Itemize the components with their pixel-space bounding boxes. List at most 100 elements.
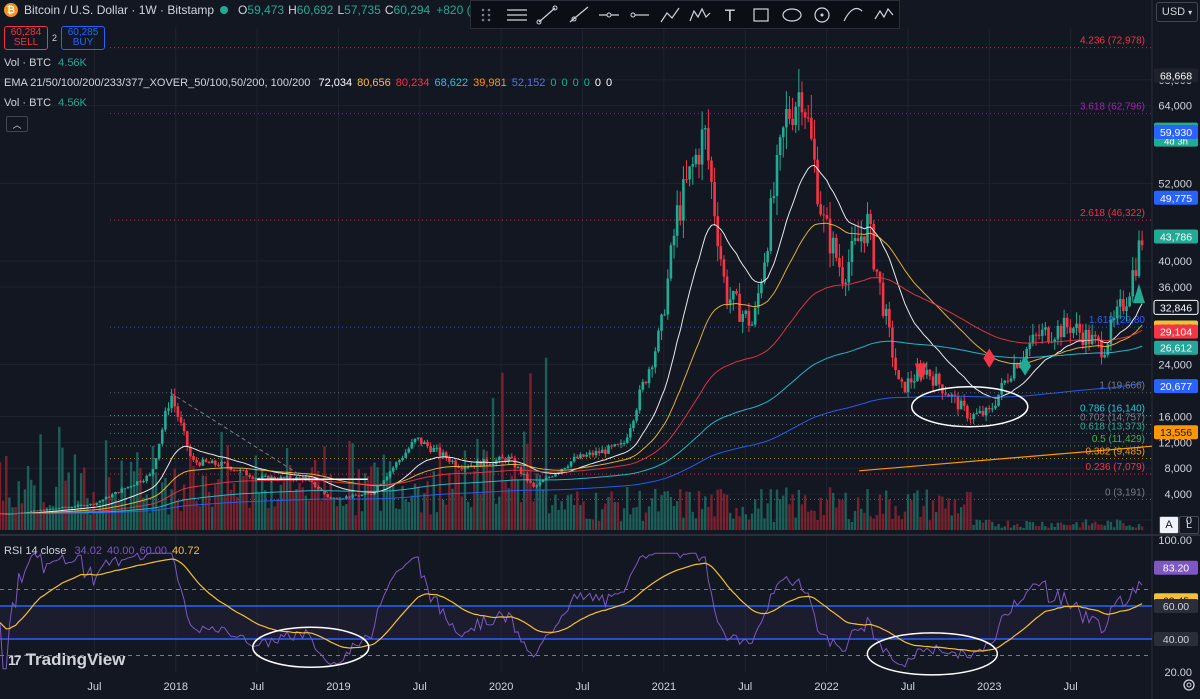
volume-bar (501, 372, 504, 530)
volume-bar (279, 484, 283, 530)
bear-cross-marker (914, 363, 927, 383)
symbol-header: ₿ Bitcoin / U.S. Dollar · 1W · Bitstamp … (4, 3, 484, 17)
circle-icon[interactable] (811, 5, 833, 25)
candle-body (1069, 327, 1072, 334)
ellipse-icon[interactable] (781, 5, 803, 25)
candle-body (488, 463, 492, 465)
indicator-value: 0 (561, 77, 568, 89)
horizontal-line-icon[interactable] (628, 5, 650, 25)
candle-body (654, 351, 657, 368)
volume-bar (367, 476, 370, 530)
candle-body (1025, 348, 1028, 360)
volume-bar (420, 512, 423, 530)
volume-value: 4.56K (58, 57, 87, 69)
candle-body (669, 245, 673, 279)
ema-legend[interactable]: EMA 21/50/100/200/233/377_XOVER_50/100,5… (4, 77, 612, 89)
curve-icon[interactable] (842, 5, 864, 25)
volume-bar (975, 519, 978, 530)
horizontal-ray-icon[interactable] (598, 5, 620, 25)
buy-button[interactable]: 60,285 BUY (61, 26, 106, 50)
candle-body (697, 154, 701, 165)
volume-bar (863, 512, 866, 530)
trend-line-icon[interactable] (536, 5, 558, 25)
volume-bar (1069, 525, 1072, 530)
collapse-legend-button[interactable]: ︿ (6, 116, 28, 132)
volume-bar (476, 438, 479, 530)
volume-bar (267, 508, 270, 530)
candle-body (769, 198, 773, 252)
candle-body (956, 396, 960, 410)
pattern-icon[interactable] (689, 5, 711, 25)
volume-bar (994, 526, 997, 530)
settings-gear-icon[interactable] (1182, 678, 1196, 692)
volume-bar (485, 451, 488, 530)
volume-bar (64, 480, 67, 530)
candle-body (1056, 325, 1060, 340)
x-tick-label: Jul (250, 681, 264, 693)
volume-bar (1066, 524, 1069, 530)
candle-body (145, 475, 148, 482)
candle-body (441, 452, 445, 456)
volume-bar (310, 467, 314, 530)
volume-bar (831, 492, 835, 530)
candle-body (245, 470, 248, 476)
rsi-label-text: 83.20 (1163, 563, 1189, 575)
ema-values: 72,034 80,656 80,234 68,622 39,981 52,152 0 0 0 0… (313, 77, 612, 89)
candle-body (844, 282, 847, 284)
volume-bar (479, 493, 482, 530)
candle-body (366, 493, 370, 495)
volume-bar (307, 500, 311, 530)
rectangle-icon[interactable] (750, 5, 772, 25)
currency-selector[interactable]: USD ▾ (1156, 2, 1198, 22)
symbol-title[interactable]: Bitcoin / U.S. Dollar · 1W · Bitstamp (24, 3, 215, 17)
volume-bar (919, 516, 922, 530)
candle-body (89, 503, 92, 506)
volume-bar (1128, 525, 1131, 530)
volume-bar (538, 474, 542, 530)
zigzag-icon[interactable] (873, 5, 895, 25)
candle-body (850, 240, 854, 263)
volume-bar (775, 489, 779, 530)
volume-bar (978, 520, 982, 530)
candle-body (479, 461, 482, 467)
log-scale-button[interactable]: L (1179, 516, 1199, 534)
drag-handle-icon[interactable] (475, 5, 497, 25)
volume-bar (572, 504, 576, 530)
sell-button[interactable]: 60,284 SELL (4, 26, 48, 50)
indicator-value: 80,656 (357, 77, 391, 89)
volume-bar (1115, 519, 1119, 530)
candle-body (157, 443, 161, 459)
horizontal-lines-icon[interactable] (506, 5, 528, 25)
text-icon[interactable]: T (720, 5, 742, 25)
volume-bar (157, 508, 161, 530)
path-icon[interactable] (659, 5, 681, 25)
rsi-legend[interactable]: RSI 14 close 34.02 40.00 60.00 40.72 (4, 545, 200, 557)
ohlc-value: 57,735 (344, 3, 381, 17)
ray-icon[interactable] (567, 5, 589, 25)
volume-bar (526, 443, 529, 530)
volume-legend-1[interactable]: Vol · BTC 4.56K (4, 57, 87, 69)
volume-legend-2[interactable]: Vol · BTC 4.56K (4, 97, 87, 109)
volume-bar (304, 495, 308, 530)
candle-body (1131, 270, 1135, 297)
candle-body (1134, 270, 1138, 277)
volume-bar (622, 508, 626, 530)
volume-bar (170, 489, 173, 530)
volume-bar (938, 495, 941, 530)
volume-bar (1025, 520, 1028, 530)
candle-body (622, 443, 626, 445)
candle-body (984, 407, 988, 416)
volume-bar (744, 514, 747, 530)
bitcoin-logo-icon: ₿ (4, 3, 18, 17)
candle-body (666, 278, 670, 315)
auto-scale-button[interactable]: A (1159, 516, 1179, 534)
candle-body (223, 461, 226, 463)
volume-bar (126, 509, 130, 530)
candle-body (170, 395, 173, 409)
candle-body (1112, 318, 1116, 321)
volume-bar (548, 513, 551, 530)
candle-body (1012, 363, 1016, 379)
ohlc-value: 60,692 (296, 3, 334, 17)
fib-level-label: 0.5 (11,429) (1092, 434, 1145, 445)
